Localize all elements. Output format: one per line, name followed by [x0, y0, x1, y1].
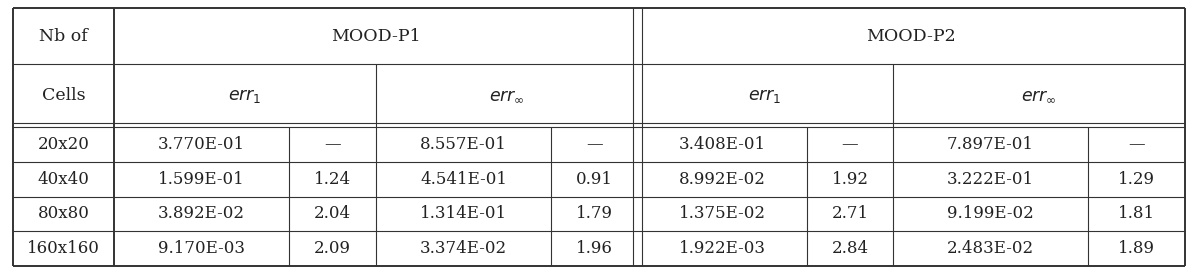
Text: —: —: [586, 136, 603, 153]
Text: 4.541E-01: 4.541E-01: [420, 171, 507, 188]
Text: 8.992E-02: 8.992E-02: [679, 171, 766, 188]
Text: 1.29: 1.29: [1118, 171, 1155, 188]
Text: 1.96: 1.96: [576, 240, 612, 257]
Text: 0.91: 0.91: [576, 171, 612, 188]
Text: Nb of: Nb of: [40, 28, 87, 45]
Text: 2.04: 2.04: [314, 206, 351, 222]
Text: 3.374E-02: 3.374E-02: [420, 240, 507, 257]
Text: 40x40: 40x40: [37, 171, 90, 188]
Text: —: —: [1129, 136, 1144, 153]
Text: —: —: [325, 136, 340, 153]
Text: 3.222E-01: 3.222E-01: [946, 171, 1034, 188]
Text: 1.79: 1.79: [576, 206, 612, 222]
Text: $err_1$: $err_1$: [748, 87, 782, 105]
Text: 1.375E-02: 1.375E-02: [679, 206, 766, 222]
Text: 80x80: 80x80: [37, 206, 90, 222]
Text: 20x20: 20x20: [37, 136, 90, 153]
Text: 8.557E-01: 8.557E-01: [420, 136, 507, 153]
Text: 1.92: 1.92: [831, 171, 869, 188]
Text: $err_{\infty}$: $err_{\infty}$: [489, 87, 525, 104]
Text: 3.892E-02: 3.892E-02: [158, 206, 244, 222]
Text: 2.71: 2.71: [831, 206, 869, 222]
Text: 1.314E-01: 1.314E-01: [420, 206, 507, 222]
Text: —: —: [842, 136, 858, 153]
Text: 1.922E-03: 1.922E-03: [679, 240, 766, 257]
Text: 1.24: 1.24: [314, 171, 351, 188]
Text: 1.81: 1.81: [1118, 206, 1155, 222]
Text: $err_1$: $err_1$: [228, 87, 262, 105]
Text: 2.483E-02: 2.483E-02: [946, 240, 1034, 257]
Text: 9.199E-02: 9.199E-02: [946, 206, 1034, 222]
Text: 3.770E-01: 3.770E-01: [158, 136, 244, 153]
Text: 2.84: 2.84: [831, 240, 869, 257]
Text: MOOD-P1: MOOD-P1: [331, 28, 420, 45]
Text: 9.170E-03: 9.170E-03: [158, 240, 244, 257]
Text: $err_{\infty}$: $err_{\infty}$: [1021, 87, 1057, 104]
Text: 3.408E-01: 3.408E-01: [679, 136, 766, 153]
Text: 1.89: 1.89: [1118, 240, 1155, 257]
Text: MOOD-P2: MOOD-P2: [866, 28, 956, 45]
Text: 2.09: 2.09: [314, 240, 351, 257]
Text: 160x160: 160x160: [28, 240, 99, 257]
Text: 7.897E-01: 7.897E-01: [946, 136, 1034, 153]
Text: 1.599E-01: 1.599E-01: [158, 171, 244, 188]
Text: Cells: Cells: [42, 87, 85, 104]
